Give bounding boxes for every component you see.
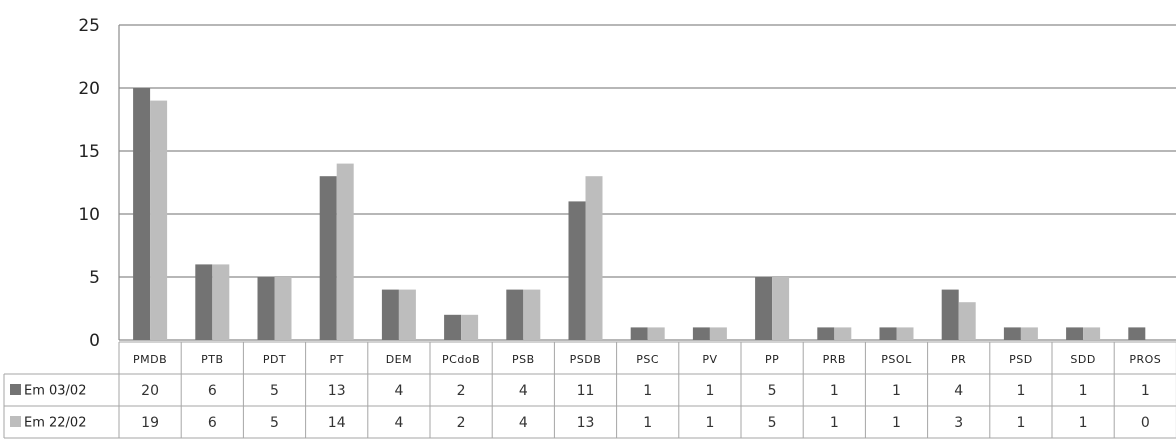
bar-series-2-pmdb xyxy=(150,100,168,340)
bar-series-2-psdb xyxy=(585,176,603,340)
table-cell-value: 1 xyxy=(1079,383,1088,399)
table-cell-value: 1 xyxy=(1079,415,1088,431)
y-tick-label: 15 xyxy=(78,142,100,162)
table-cell-value: 4 xyxy=(519,415,528,431)
x-category-label: PROS xyxy=(1129,353,1161,366)
bar-series-2-sdd xyxy=(1083,327,1101,340)
y-tick-label: 0 xyxy=(89,331,100,351)
legend-label-1: Em 03/02 xyxy=(24,384,86,399)
x-category-label: SDD xyxy=(1070,353,1095,366)
bar-series-2-ptb xyxy=(212,264,230,340)
x-category-label: PTB xyxy=(201,353,223,366)
x-category-label: PSD xyxy=(1009,353,1033,366)
bar-series-1-prb xyxy=(817,327,835,340)
table-cell-value: 1 xyxy=(830,383,839,399)
data-table: PMDB PTB PDT PT DEM PCdoB PSB PSDB PSC PV PP PRB PSO… xyxy=(3,341,1176,439)
x-category-label: PSOL xyxy=(881,353,912,366)
x-category-label: PV xyxy=(702,353,717,366)
table-cell-value: 2 xyxy=(457,383,466,399)
y-tick-label: 10 xyxy=(78,205,100,225)
table-cell-value: 4 xyxy=(954,383,963,399)
bar-series-1-pr xyxy=(941,289,959,340)
table-cell-value: 19 xyxy=(141,415,159,431)
bar-series-1-pros xyxy=(1128,327,1146,340)
x-category-label: PCdoB xyxy=(442,353,480,366)
bar-series-1-pdt xyxy=(257,277,275,340)
bar-series-1-psd xyxy=(1003,327,1021,340)
x-category-label: DEM xyxy=(386,353,412,366)
bar-series-2-psd xyxy=(1020,327,1038,340)
table-cell-value: 11 xyxy=(577,383,595,399)
table-cell-value: 5 xyxy=(768,415,777,431)
table-cell-value: 1 xyxy=(830,415,839,431)
table-cell-value: 0 xyxy=(1141,415,1150,431)
y-axis-tick-labels: 0 5 10 15 20 25 xyxy=(78,16,100,351)
bar-series-2-psb xyxy=(523,289,541,340)
table-cell-value: 5 xyxy=(270,383,279,399)
bar-series-2-pcdob xyxy=(461,314,479,340)
x-category-label: PR xyxy=(951,353,966,366)
table-cell-value: 3 xyxy=(954,415,963,431)
table-cell-value: 6 xyxy=(208,415,217,431)
bar-series-2-pp xyxy=(772,277,790,340)
x-category-label: PMDB xyxy=(133,353,167,366)
table-cell-value: 1 xyxy=(1141,383,1150,399)
bar-series-2-pt xyxy=(336,163,354,340)
bar-series-1-psdb xyxy=(568,201,586,340)
y-tick-label: 20 xyxy=(78,79,100,99)
x-category-label: PSC xyxy=(636,353,659,366)
bar-series-1-sdd xyxy=(1066,327,1084,340)
bar-series-1-pcdob xyxy=(444,314,462,340)
bar-series-1-pp xyxy=(755,277,773,340)
table-cell-value: 1 xyxy=(705,383,714,399)
bar-series-1-psc xyxy=(630,327,648,340)
bar-series-2-pv xyxy=(709,327,727,340)
y-tick-label: 5 xyxy=(89,268,100,288)
table-cell-value: 1 xyxy=(892,383,901,399)
bar-series-2-pr xyxy=(958,302,976,340)
bars xyxy=(133,88,1146,340)
bar-series-2-psc xyxy=(647,327,665,340)
x-category-label: PDT xyxy=(263,353,286,366)
legend-key-1 xyxy=(10,384,21,395)
table-cell-value: 5 xyxy=(768,383,777,399)
bar-series-1-pv xyxy=(692,327,710,340)
table-cell-value: 6 xyxy=(208,383,217,399)
table-cell-value: 1 xyxy=(643,383,652,399)
bar-series-1-pmdb xyxy=(133,88,151,340)
table-cell-value: 4 xyxy=(394,415,403,431)
x-category-label: PSDB xyxy=(570,353,602,366)
table-cell-value: 2 xyxy=(457,415,466,431)
table-cell-value: 1 xyxy=(1016,383,1025,399)
bar-series-2-dem xyxy=(398,289,416,340)
table-cell-value: 13 xyxy=(577,415,595,431)
legend-label-2: Em 22/02 xyxy=(24,416,86,431)
bar-series-1-psol xyxy=(879,327,897,340)
table-cell-value: 1 xyxy=(1016,415,1025,431)
bar-series-2-prb xyxy=(834,327,852,340)
table-cell-value: 1 xyxy=(705,415,714,431)
y-tick-label: 25 xyxy=(78,16,100,36)
bar-series-1-ptb xyxy=(195,264,213,340)
legend-key-2 xyxy=(10,416,21,427)
table-cell-value: 4 xyxy=(519,383,528,399)
table-cell-value: 13 xyxy=(328,383,346,399)
gridlines xyxy=(118,24,1176,341)
table-cell-value: 20 xyxy=(141,383,159,399)
table-cell-value: 1 xyxy=(643,415,652,431)
table-cell-value: 14 xyxy=(328,415,346,431)
bar-series-1-pt xyxy=(319,176,337,340)
table-cell-value: 1 xyxy=(892,415,901,431)
bar-series-1-psb xyxy=(506,289,524,340)
x-category-label: PP xyxy=(765,353,779,366)
x-category-label: PRB xyxy=(823,353,846,366)
bar-series-1-dem xyxy=(381,289,399,340)
bar-series-2-pdt xyxy=(274,277,292,340)
x-category-label: PT xyxy=(330,353,344,366)
table-cell-value: 4 xyxy=(394,383,403,399)
table-cell-value: 5 xyxy=(270,415,279,431)
bar-series-2-psol xyxy=(896,327,914,340)
x-category-label: PSB xyxy=(512,353,535,366)
